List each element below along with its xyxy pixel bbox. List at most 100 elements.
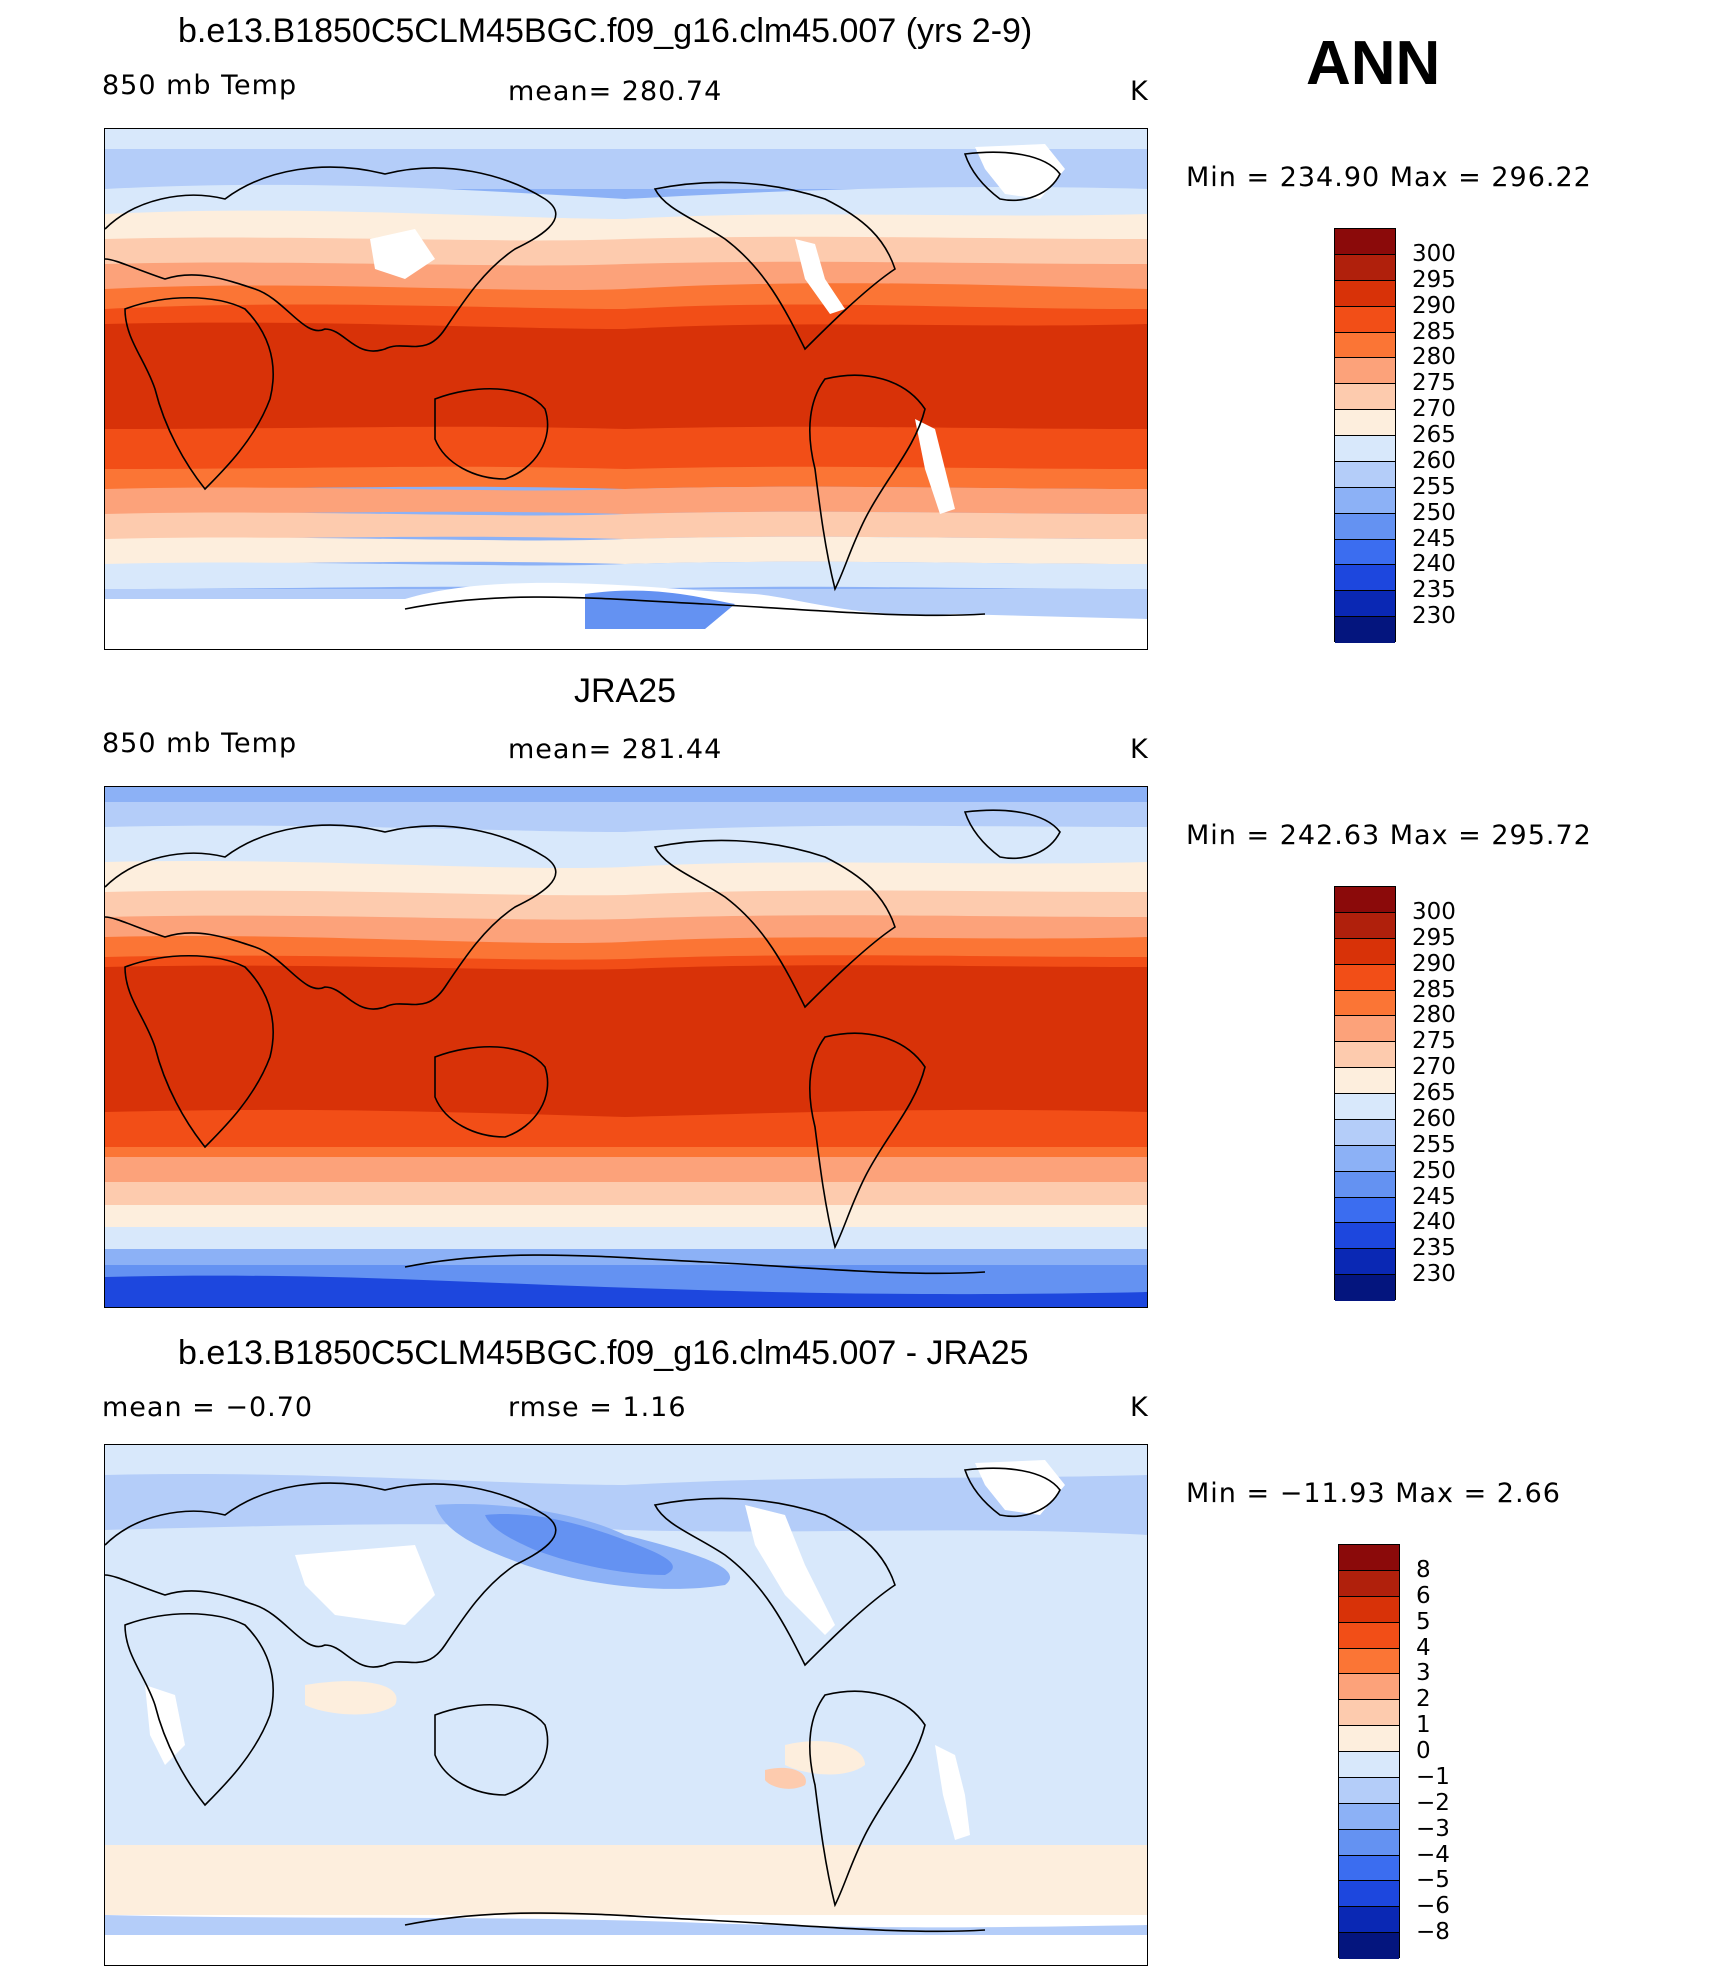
colorbar-segment bbox=[1339, 1596, 1399, 1623]
panel-3-rmse-label: rmse = 1.16 bbox=[508, 1392, 687, 1423]
colorbar-segment bbox=[1335, 617, 1395, 643]
panel-2-title: JRA25 bbox=[574, 672, 677, 710]
colorbar-tick-label: 245 bbox=[1412, 525, 1456, 552]
season-label: ANN bbox=[1306, 29, 1441, 98]
colorbar-segment bbox=[1339, 1622, 1399, 1649]
panel-2-map bbox=[104, 786, 1148, 1308]
colorbar-tick-label: 240 bbox=[1412, 1209, 1456, 1236]
panel-2-colorbar: 300 295 290 285 280 275 270 265 260 255 250 245 240 2… bbox=[1334, 886, 1474, 1301]
colorbar-segment bbox=[1335, 1223, 1395, 1250]
colorbar-segment bbox=[1335, 964, 1395, 991]
colorbar-segment bbox=[1335, 1275, 1395, 1301]
colorbar-segment bbox=[1335, 1094, 1395, 1120]
colorbar-segment bbox=[1339, 1907, 1399, 1934]
panel-1-units: K bbox=[1130, 76, 1149, 107]
colorbar-tick-label: 250 bbox=[1412, 1157, 1456, 1184]
colorbar-segment bbox=[1335, 306, 1395, 333]
panel-3-units: K bbox=[1130, 1392, 1149, 1423]
colorbar-segment bbox=[1335, 461, 1395, 488]
panel-3-title: b.e13.B1850C5CLM45BGC.f09_g16.clm45.007 … bbox=[178, 1334, 1029, 1372]
colorbar-tick-label: 260 bbox=[1412, 447, 1456, 474]
colorbar-segment bbox=[1339, 1881, 1399, 1908]
colorbar-segment bbox=[1339, 1674, 1399, 1701]
colorbar-tick-label: 245 bbox=[1412, 1183, 1456, 1210]
colorbar-tick-label: 300 bbox=[1412, 898, 1456, 925]
colorbar-tick-label: −4 bbox=[1416, 1841, 1450, 1868]
panel-2-mean-label: mean= 281.44 bbox=[508, 734, 723, 765]
colorbar-tick-label: 235 bbox=[1412, 1235, 1456, 1262]
colorbar-tick-label: 280 bbox=[1412, 344, 1456, 371]
panel-1-colorbar: 300 295 290 285 280 275 270 265 260 255 250 245 240 2… bbox=[1334, 228, 1474, 643]
colorbar-tick-label: 275 bbox=[1412, 1028, 1456, 1055]
colorbar-segment bbox=[1339, 1829, 1399, 1856]
colorbar-segment bbox=[1339, 1545, 1399, 1571]
colorbar-tick-label: 275 bbox=[1412, 370, 1456, 397]
colorbar-tick-label: 255 bbox=[1412, 473, 1456, 500]
colorbar-tick-label: 6 bbox=[1416, 1582, 1431, 1609]
colorbar-segment bbox=[1339, 1803, 1399, 1830]
panel-1-mean-label: mean= 280.74 bbox=[508, 76, 723, 107]
colorbar-segment bbox=[1335, 1249, 1395, 1276]
colorbar-tick-label: −5 bbox=[1416, 1867, 1450, 1894]
colorbar-tick-label: 240 bbox=[1412, 551, 1456, 578]
panel-1-colorbar-bar bbox=[1334, 228, 1396, 643]
colorbar-tick-label: 230 bbox=[1412, 603, 1456, 630]
panel-3-map bbox=[104, 1444, 1148, 1966]
colorbar-segment bbox=[1339, 1700, 1399, 1727]
colorbar-segment bbox=[1335, 1068, 1395, 1094]
colorbar-segment bbox=[1335, 410, 1395, 436]
colorbar-tick-label: 1 bbox=[1416, 1712, 1431, 1739]
colorbar-tick-label: 4 bbox=[1416, 1634, 1431, 1661]
colorbar-tick-label: 265 bbox=[1412, 422, 1456, 448]
colorbar-tick-label: 250 bbox=[1412, 499, 1456, 526]
colorbar-segment bbox=[1335, 990, 1395, 1017]
panel-1-map bbox=[104, 128, 1148, 650]
colorbar-segment bbox=[1335, 487, 1395, 514]
colorbar-segment bbox=[1335, 565, 1395, 592]
colorbar-tick-label: 260 bbox=[1412, 1105, 1456, 1132]
colorbar-segment bbox=[1339, 1570, 1399, 1597]
colorbar-tick-label: −2 bbox=[1416, 1789, 1450, 1816]
colorbar-segment bbox=[1335, 591, 1395, 618]
colorbar-tick-label: 295 bbox=[1412, 266, 1456, 293]
colorbar-segment bbox=[1335, 938, 1395, 965]
colorbar-segment bbox=[1335, 1171, 1395, 1198]
colorbar-tick-label: 280 bbox=[1412, 1002, 1456, 1029]
colorbar-segment bbox=[1335, 229, 1395, 255]
panel-2-variable-label: 850 mb Temp bbox=[102, 728, 298, 759]
colorbar-tick-label: −8 bbox=[1416, 1919, 1450, 1946]
panel-3-colorbar: 8 6 5 4 3 2 1 0 −1 −2 −3 −4 −5 −6 −8 bbox=[1338, 1544, 1478, 1959]
colorbar-segment bbox=[1339, 1855, 1399, 1882]
panel-2-minmax: Min = 242.63 Max = 295.72 bbox=[1186, 820, 1592, 851]
colorbar-segment bbox=[1335, 358, 1395, 385]
colorbar-tick-label: 270 bbox=[1412, 396, 1456, 423]
panel-2-colorbar-bar bbox=[1334, 886, 1396, 1301]
colorbar-tick-label: 290 bbox=[1412, 292, 1456, 319]
panel-1-title: b.e13.B1850C5CLM45BGC.f09_g16.clm45.007 … bbox=[178, 12, 1033, 50]
colorbar-tick-label: 8 bbox=[1416, 1556, 1431, 1583]
panel-2-units: K bbox=[1130, 734, 1149, 765]
colorbar-tick-label: 230 bbox=[1412, 1261, 1456, 1288]
colorbar-segment bbox=[1339, 1648, 1399, 1675]
colorbar-segment bbox=[1335, 1197, 1395, 1224]
colorbar-segment bbox=[1335, 384, 1395, 411]
panel-3-mean-label: mean = −0.70 bbox=[102, 1392, 314, 1423]
colorbar-tick-label: 300 bbox=[1412, 240, 1456, 267]
colorbar-segment bbox=[1335, 1016, 1395, 1043]
panel-3-minmax: Min = −11.93 Max = 2.66 bbox=[1186, 1478, 1561, 1509]
colorbar-tick-label: 0 bbox=[1416, 1738, 1431, 1764]
colorbar-segment bbox=[1339, 1777, 1399, 1804]
panel-1-minmax: Min = 234.90 Max = 296.22 bbox=[1186, 162, 1592, 193]
colorbar-tick-label: 285 bbox=[1412, 976, 1456, 1003]
colorbar-segment bbox=[1335, 912, 1395, 939]
panel-1-variable-label: 850 mb Temp bbox=[102, 70, 298, 101]
colorbar-segment bbox=[1335, 1145, 1395, 1172]
colorbar-tick-label: 265 bbox=[1412, 1080, 1456, 1106]
colorbar-tick-label: 5 bbox=[1416, 1608, 1431, 1635]
colorbar-segment bbox=[1335, 887, 1395, 913]
colorbar-segment bbox=[1335, 436, 1395, 462]
colorbar-segment bbox=[1335, 280, 1395, 307]
colorbar-tick-label: 270 bbox=[1412, 1054, 1456, 1081]
colorbar-segment bbox=[1335, 1042, 1395, 1069]
colorbar-segment bbox=[1335, 1119, 1395, 1146]
